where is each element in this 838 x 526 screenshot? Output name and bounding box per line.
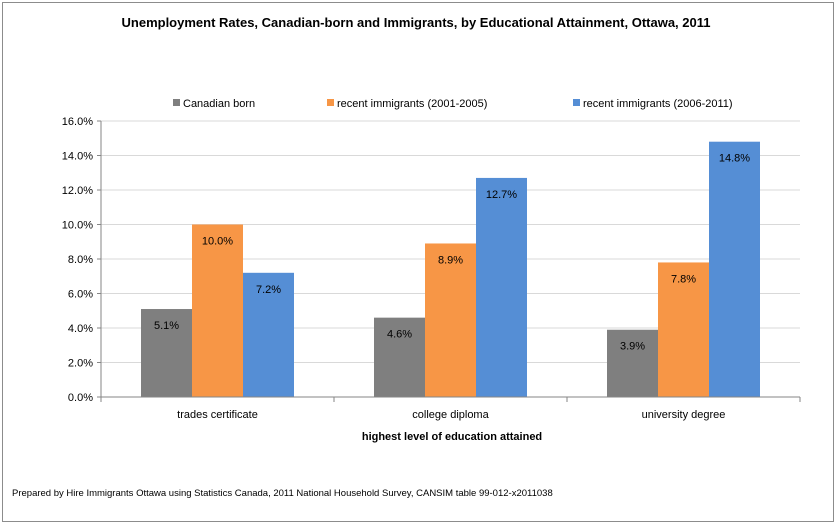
x-category-label: university degree [642, 409, 726, 421]
bars [141, 141, 760, 397]
data-label: 12.7% [486, 189, 517, 201]
data-label: 14.8% [719, 153, 750, 165]
axes [100, 121, 801, 402]
y-tick-label: 16.0% [62, 116, 93, 128]
data-labels: 5.1% 10.0% 7.2% 4.6% 8.9% 12.7% 3.9% 7.8% 14.8% [154, 153, 750, 353]
bar [192, 224, 243, 397]
y-tick-label: 14.0% [62, 151, 93, 163]
y-tick-label: 12.0% [62, 185, 93, 197]
x-axis-label: highest level of education attained [362, 431, 542, 443]
bar [658, 262, 709, 397]
y-tick-label: 2.0% [68, 358, 93, 370]
x-category-label: trades certificate [177, 409, 258, 421]
y-tick-label: 6.0% [68, 289, 93, 301]
y-tick-label: 10.0% [62, 220, 93, 232]
data-label: 4.6% [387, 329, 412, 341]
bar [243, 272, 294, 397]
data-label: 7.2% [256, 284, 281, 296]
bar [141, 309, 192, 397]
legend-label: Canadian born [183, 98, 255, 110]
y-tick-label: 4.0% [68, 323, 93, 335]
legend-swatch [327, 99, 334, 106]
legend: Canadian born recent immigrants (2001-200… [173, 98, 733, 110]
data-label: 3.9% [620, 341, 645, 353]
x-axis-categories: trades certificate college diploma univers… [177, 409, 725, 421]
data-label: 5.1% [154, 320, 179, 332]
bar [374, 317, 425, 397]
legend-swatch [173, 99, 180, 106]
data-label: 8.9% [438, 254, 463, 266]
x-category-label: college diploma [412, 409, 489, 421]
data-label: 7.8% [671, 273, 696, 285]
bar [425, 243, 476, 397]
y-axis-ticks: 0.0% 2.0% 4.0% 6.0% 8.0% 10.0% 12.0% 14.0% 16.0% [62, 116, 101, 404]
source-footnote: Prepared by Hire Immigrants Ottawa using… [12, 488, 553, 499]
bar [476, 177, 527, 397]
data-label: 10.0% [202, 236, 233, 248]
legend-label: recent immigrants (2001-2005) [337, 98, 487, 110]
legend-swatch [573, 99, 580, 106]
y-tick-label: 8.0% [68, 254, 93, 266]
bar [607, 329, 658, 397]
bar [709, 141, 760, 397]
chart-title: Unemployment Rates, Canadian-born and Im… [122, 15, 711, 30]
y-tick-label: 0.0% [68, 392, 93, 404]
legend-label: recent immigrants (2006-2011) [583, 98, 733, 110]
